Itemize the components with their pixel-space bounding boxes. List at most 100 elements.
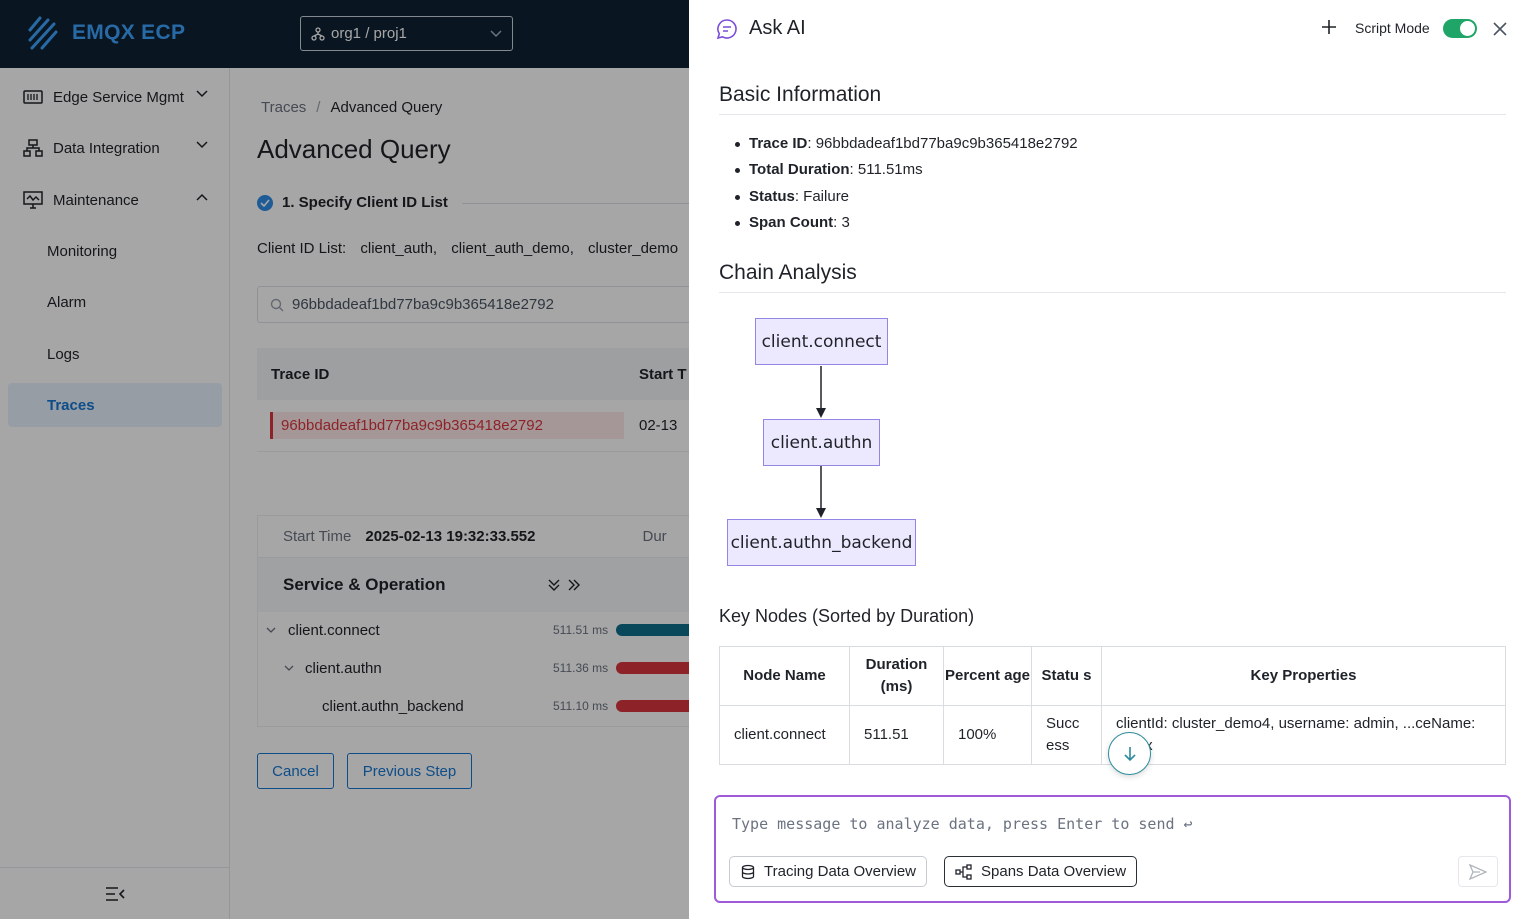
trace-id-link[interactable]: 96bbdadeaf1bd77ba9c9b365418e2792	[270, 412, 624, 439]
table-row: client.connect 511.51 100% Succ ess clie…	[719, 705, 1506, 765]
send-button[interactable]	[1458, 856, 1498, 887]
org-project-value: org1 / proj1	[331, 25, 407, 42]
spans-graph-icon	[955, 863, 972, 880]
trace-start: 02-13	[639, 417, 678, 434]
span-duration: 511.36 ms	[553, 661, 609, 675]
chevron-down-icon[interactable]	[284, 665, 294, 672]
tracing-data-overview-chip[interactable]: Tracing Data Overview	[729, 856, 927, 887]
chevron-down-icon[interactable]	[266, 627, 276, 634]
search-value: 96bbdadeaf1bd77ba9c9b365418e2792	[292, 296, 554, 313]
chain-node: client.authn_backend	[727, 519, 916, 566]
info-value: : 96bbdadeaf1bd77ba9c9b365418e2792	[807, 135, 1078, 152]
sidebar-item-edge-service-mgmt[interactable]: Edge Service Mgmt	[0, 75, 230, 119]
table-row[interactable]: 96bbdadeaf1bd77ba9c9b365418e2792 02-13	[257, 400, 777, 452]
span-name: client.connect	[288, 622, 380, 639]
sidebar-item-traces[interactable]: Traces	[8, 383, 222, 427]
chevron-down-icon	[196, 90, 208, 98]
chevron-up-icon	[196, 193, 208, 201]
info-value: : 3	[833, 213, 850, 231]
start-time-value: 2025-02-13 19:32:33.552	[365, 528, 536, 545]
table-header: Node Name Duration (ms) Percent age Stat…	[719, 646, 1506, 706]
list-item: Span Count: 3	[735, 212, 1078, 238]
list-item: Trace ID: 96bbdadeaf1bd77ba9c9b365418e27…	[735, 133, 1078, 159]
client-id-item: cluster_demo	[588, 240, 679, 257]
chain-analysis-heading: Chain Analysis	[719, 261, 857, 284]
table-cell: client.connect	[719, 705, 850, 765]
database-icon	[741, 864, 755, 879]
sidebar-item-monitoring[interactable]: Monitoring	[0, 229, 230, 273]
span-row[interactable]: client.authn 511.36 ms	[258, 650, 776, 688]
chevron-down-icon	[490, 29, 502, 37]
divider	[719, 114, 1506, 115]
start-time-label: Start Time	[283, 528, 352, 545]
start-time-row: Start Time 2025-02-13 19:32:33.552 Dur	[258, 516, 776, 558]
chip-label: Spans Data Overview	[981, 863, 1127, 880]
collapse-all-icon[interactable]	[547, 578, 561, 592]
span-bar	[616, 624, 696, 636]
table-cell: 100%	[943, 705, 1032, 765]
message-composer[interactable]: Type message to analyze data, press Ente…	[714, 795, 1511, 903]
server-icon	[23, 90, 43, 104]
client-id-item: client_auth_demo,	[451, 240, 574, 257]
org-tree-icon	[311, 26, 325, 41]
list-item: Total Duration: 511.51ms	[735, 159, 1078, 185]
client-id-item: client_auth,	[360, 240, 438, 257]
modal-overlay[interactable]	[0, 0, 689, 919]
step-check-icon	[257, 194, 273, 211]
step-indicator: 1. Specify Client ID List	[257, 194, 448, 211]
column-header: Percent age	[943, 646, 1032, 706]
breadcrumb-separator: /	[316, 99, 321, 116]
breadcrumb-traces[interactable]: Traces	[261, 99, 307, 116]
info-value: : 511.51ms	[849, 161, 923, 179]
collapse-sidebar-button[interactable]	[0, 867, 230, 919]
sidebar-item-maintenance[interactable]: Maintenance	[0, 178, 230, 222]
table-cell: clientId: cluster_demo4, username: admin…	[1101, 705, 1506, 765]
cancel-button[interactable]: Cancel	[257, 753, 334, 789]
brand-logo[interactable]: EMQX ECP	[26, 14, 185, 52]
message-input[interactable]: Type message to analyze data, press Ente…	[732, 815, 1193, 833]
page-title: Advanced Query	[257, 134, 451, 164]
span-name: client.authn	[305, 660, 382, 677]
column-header: Node Name	[719, 646, 850, 706]
sidebar-item-label: Traces	[47, 396, 95, 414]
basic-info-heading: Basic Information	[719, 83, 882, 106]
breadcrumb-current: Advanced Query	[330, 99, 443, 116]
script-mode-toggle[interactable]	[1443, 19, 1477, 38]
column-header: Statu s	[1031, 646, 1102, 706]
scroll-to-bottom-button[interactable]	[1108, 732, 1151, 775]
expand-all-icon[interactable]	[567, 578, 581, 592]
sidebar-item-logs[interactable]: Logs	[0, 332, 230, 376]
span-row[interactable]: client.connect 511.51 ms	[258, 612, 776, 650]
close-icon[interactable]	[1492, 21, 1508, 37]
span-bar	[616, 700, 696, 712]
divider	[719, 292, 1506, 293]
ask-ai-drawer: Ask AI Script Mode Basic Information Tra…	[689, 0, 1536, 919]
arrow-down-icon	[1123, 746, 1136, 761]
emqx-logo-icon	[28, 16, 58, 50]
previous-step-button[interactable]: Previous Step	[347, 753, 472, 789]
info-key: Status	[749, 187, 795, 205]
sidebar-item-data-integration[interactable]: Data Integration	[0, 126, 230, 170]
sidebar-item-alarm[interactable]: Alarm	[0, 280, 230, 324]
client-id-list: Client ID List: client_auth, client_auth…	[257, 240, 688, 257]
new-chat-plus-icon[interactable]	[1319, 17, 1339, 37]
chat-icon	[716, 19, 737, 40]
send-icon	[1469, 863, 1487, 880]
span-duration: 511.51 ms	[553, 623, 609, 637]
column-header: Key Properties	[1101, 646, 1506, 706]
key-nodes-heading: Key Nodes (Sorted by Duration)	[719, 606, 975, 626]
info-key: Trace ID	[749, 135, 808, 152]
info-key: Span Count	[749, 213, 834, 231]
chain-node: client.connect	[755, 318, 888, 365]
org-project-select[interactable]: org1 / proj1	[300, 16, 513, 51]
column-header: Duration (ms)	[849, 646, 944, 706]
spans-data-overview-chip[interactable]: Spans Data Overview	[944, 856, 1138, 887]
sidebar-item-label: Data Integration	[53, 139, 160, 157]
span-bar	[616, 662, 696, 674]
monitor-icon	[23, 191, 43, 209]
list-item: Status: Failure	[735, 186, 1078, 212]
duration-label: Dur	[642, 528, 667, 545]
drawer-header: Ask AI Script Mode	[689, 0, 1536, 60]
span-row[interactable]: client.authn_backend 511.10 ms	[258, 688, 776, 726]
collapse-menu-icon	[106, 886, 125, 901]
